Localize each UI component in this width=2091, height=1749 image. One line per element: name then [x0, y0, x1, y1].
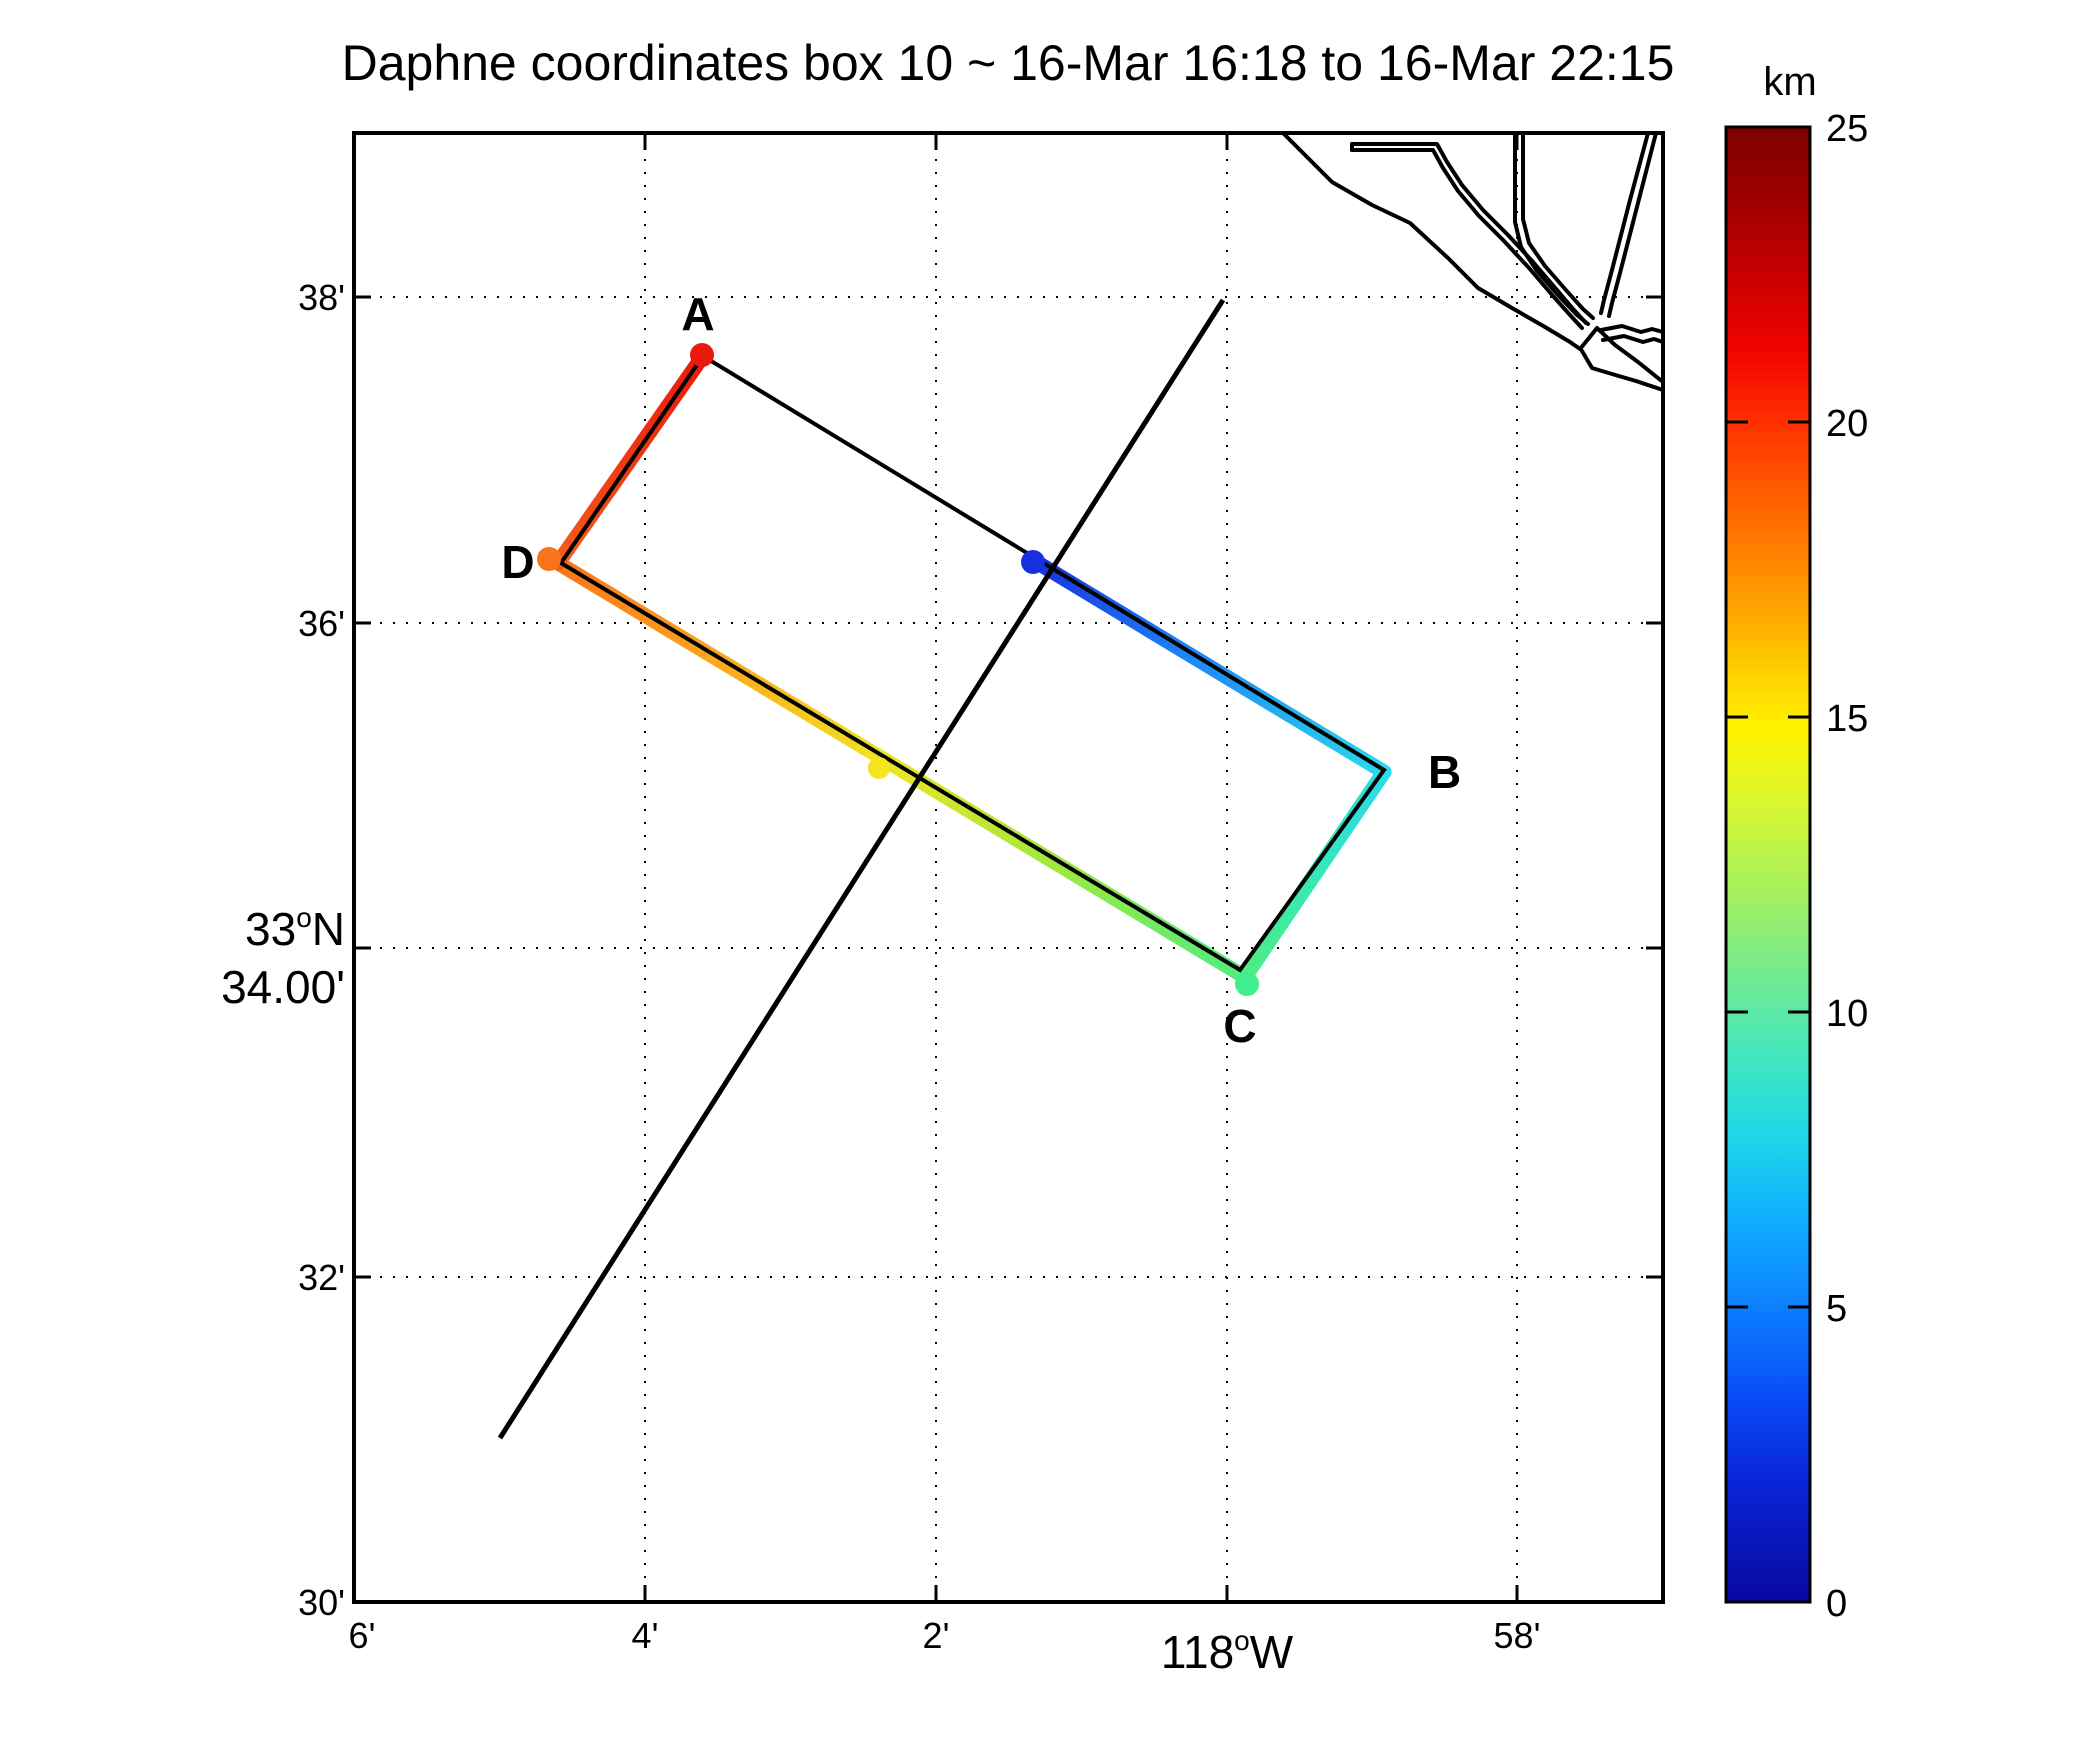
x-deg-symbol: o	[1234, 1625, 1250, 1656]
axis-ticks	[354, 133, 1663, 1602]
y-deg-symbol: o	[296, 902, 312, 933]
waypoint-label-b: B	[1428, 746, 1461, 798]
coastline-breakwater-upper	[1350, 142, 1588, 325]
y-tick-36: 36'	[298, 603, 345, 644]
colorbar-ticks	[1726, 420, 1810, 1309]
y-tick-30: 30'	[298, 1582, 345, 1623]
track-start-dot	[1021, 550, 1045, 574]
colorbar-tick-5: 5	[1826, 1288, 1847, 1330]
waypoint-D-dot	[537, 547, 561, 571]
x-deg-hemisphere: W	[1250, 1626, 1294, 1678]
colorbar-tick-25: 25	[1826, 108, 1868, 150]
y-tick-34min: 34.00'	[221, 961, 345, 1013]
planned-box-outline	[558, 353, 1387, 973]
x-tick-58: 58'	[1494, 1615, 1541, 1656]
y-deg-number: 33	[245, 903, 296, 955]
x-tick-6: 6'	[349, 1615, 376, 1656]
track-segment-B-to-C	[1237, 764, 1392, 985]
coastline-pier-east	[1607, 131, 1658, 318]
coastline-inner-harbor-lower	[1601, 334, 1665, 344]
colorbar-unit-label: km	[1763, 60, 1816, 104]
coastline-inner-harbor-upper	[1599, 324, 1665, 334]
track-markers	[537, 343, 1259, 996]
transect-line	[497, 298, 1226, 1440]
y-axis-labels: 38' 36' 33oN 34.00' 32' 30'	[221, 277, 345, 1623]
x-axis-labels: 6' 4' 2' 118oW 58'	[349, 1615, 1541, 1678]
coastline	[1281, 131, 1665, 392]
plot-border	[352, 131, 1665, 1604]
colorbar-tick-15: 15	[1826, 698, 1868, 740]
waypoint-label-a: A	[681, 288, 714, 340]
colorbar-tick-10: 10	[1826, 993, 1868, 1035]
x-tick-118deg: 118oW	[1161, 1625, 1294, 1678]
y-tick-33deg: 33oN	[245, 902, 345, 955]
coastline-pier-west	[1599, 131, 1650, 315]
waypoint-label-d: D	[501, 536, 534, 588]
colorbar: km 25 20 15 10 5 0	[1724, 60, 1868, 1625]
x-tick-4: 4'	[632, 1615, 659, 1656]
x-deg-number: 118	[1161, 1626, 1234, 1678]
coastline-channel-east	[1521, 131, 1595, 320]
waypoint-labels: A B C D	[501, 288, 1461, 1052]
colorbar-tick-labels: 25 20 15 10 5 0	[1826, 108, 1868, 1625]
coastline-channel-west	[1513, 131, 1590, 326]
y-tick-38: 38'	[298, 277, 345, 318]
waypoint-C-dot	[1235, 972, 1259, 996]
y-deg-hemisphere: N	[312, 903, 345, 955]
coastline-secondary-shore	[1580, 349, 1665, 392]
figure-title: Daphne coordinates box 10 ~ 16-Mar 16:18…	[342, 35, 1675, 91]
x-tick-2: 2'	[923, 1615, 950, 1656]
mid-track-yellow-dot	[868, 757, 890, 779]
waypoint-label-c: C	[1223, 1000, 1256, 1052]
colorbar-gradient	[1724, 125, 1812, 1604]
y-tick-32: 32'	[298, 1257, 345, 1298]
plot-area	[354, 133, 1663, 1602]
waypoint-A-dot	[690, 343, 714, 367]
colorbar-tick-0: 0	[1826, 1583, 1847, 1625]
colorbar-tick-20: 20	[1826, 403, 1868, 445]
coastline-breakwater-lower	[1350, 148, 1584, 330]
